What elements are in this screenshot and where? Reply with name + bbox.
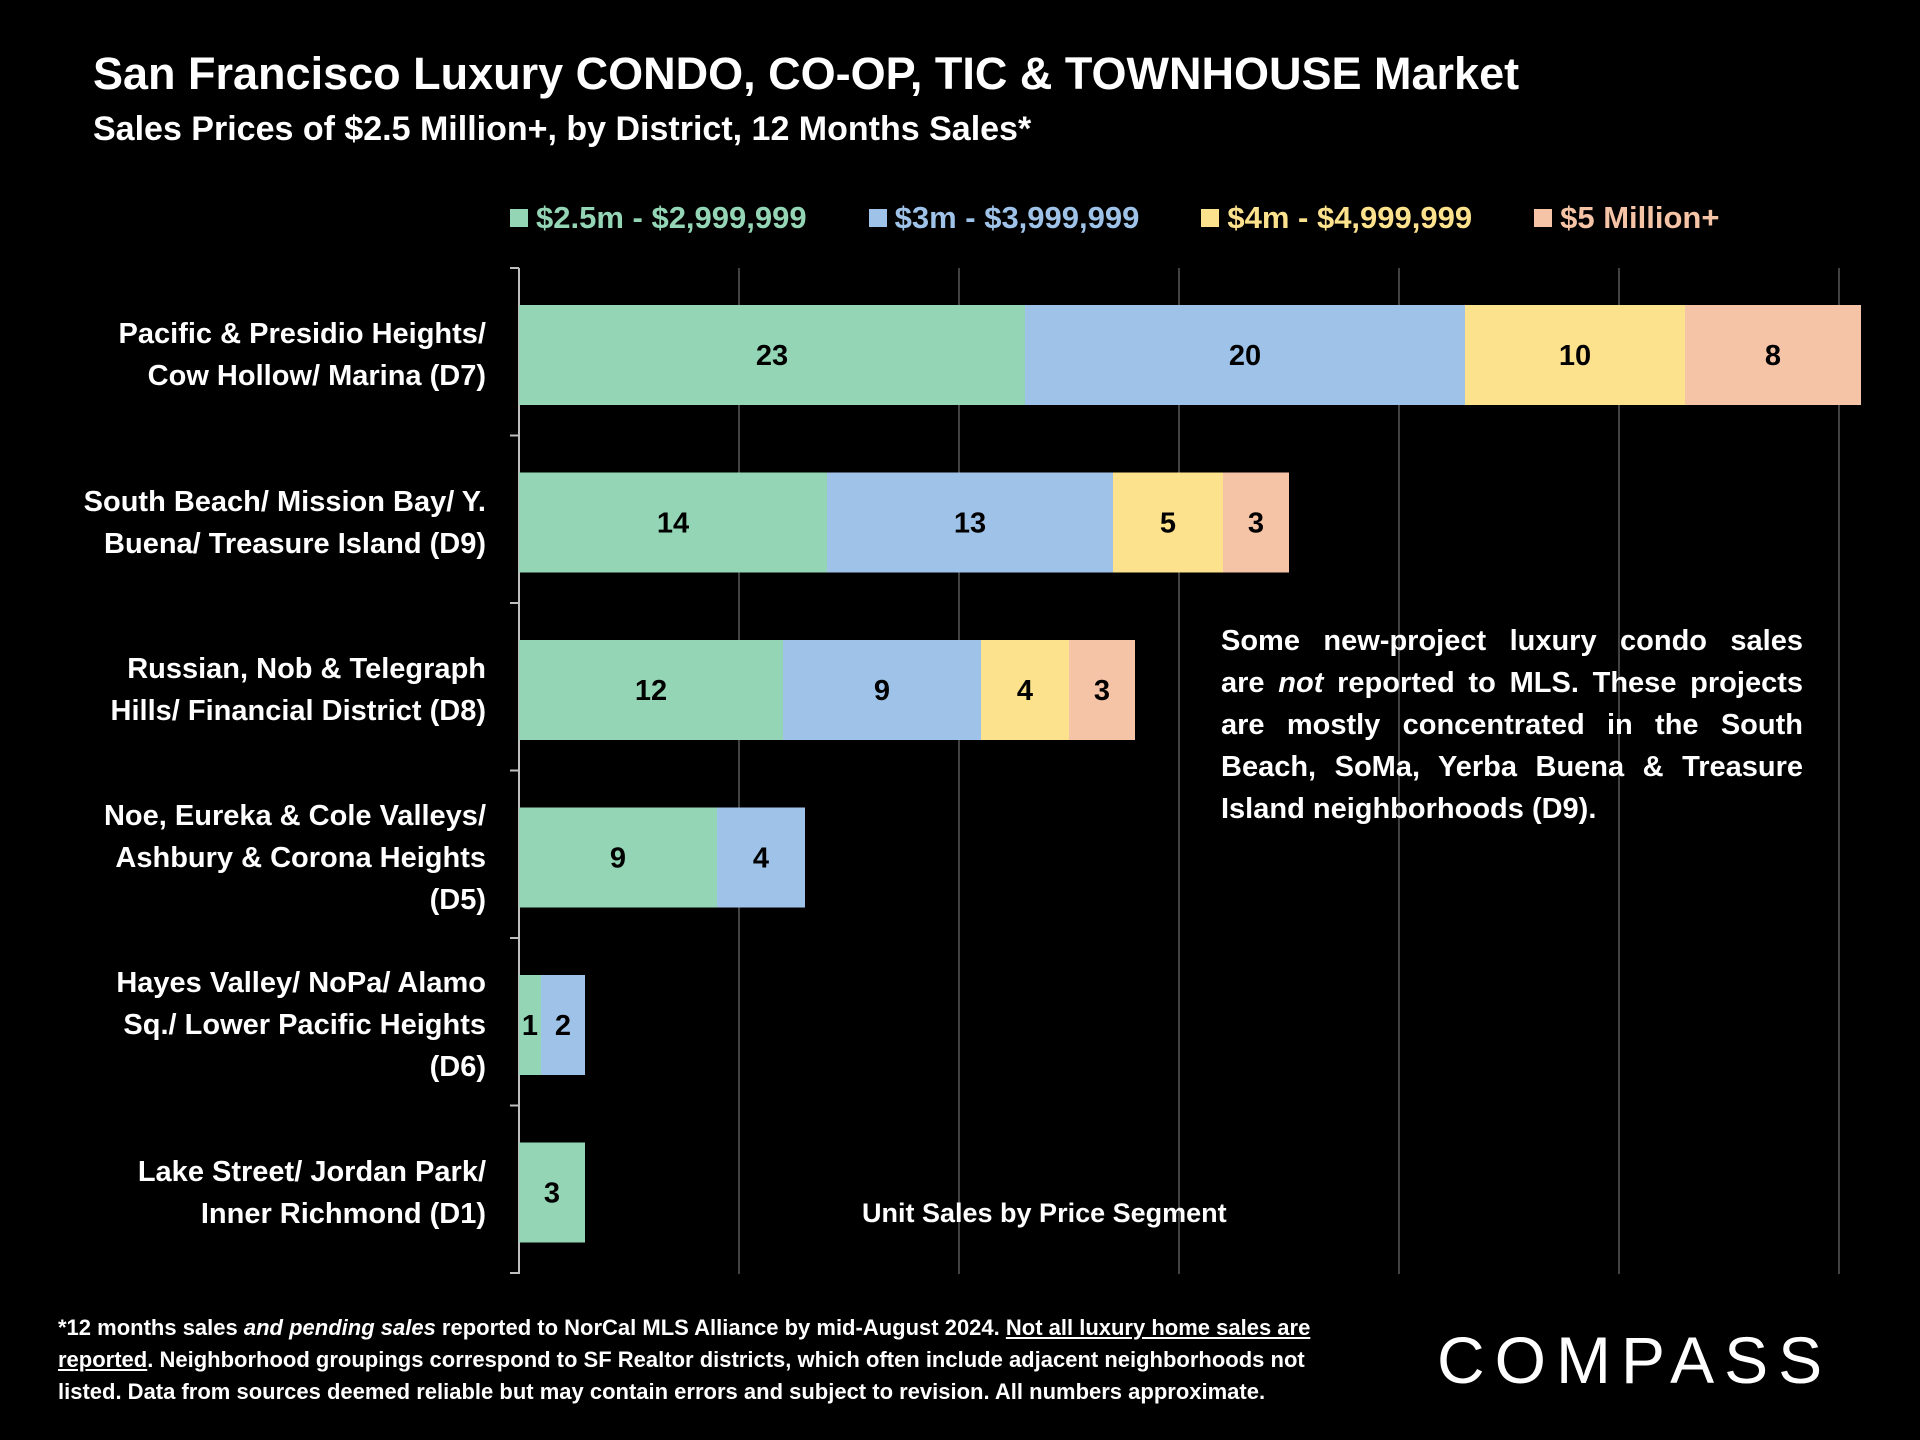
note-line: Beach, SoMa, Yerba Buena & Treasure [1221,751,1803,783]
legend-label: $4m - $4,999,999 [1227,200,1473,235]
legend-label: $2.5m - $2,999,999 [536,200,807,235]
bar-segment [1685,305,1861,405]
legend: $2.5m - $2,999,999 $3m - $3,999,999 $4m - … [510,196,1719,240]
data-label: 9 [610,843,626,875]
data-label: 1 [522,1010,538,1042]
category-label: Noe, Eureka & Cole Valleys/Ashbury & Cor… [16,795,486,921]
category-label-line: Noe, Eureka & Cole Valleys/ [103,799,486,832]
bar-segment [981,640,1069,740]
bar-segment [783,640,981,740]
bar-segment [1465,305,1685,405]
chart-title: San Francisco Luxury CONDO, CO-OP, TIC &… [93,48,1520,99]
bar-segment [541,975,585,1075]
annotation-note: Some new-project luxury condo sales are n… [1221,620,1803,830]
category-label-line: Inner Richmond (D1) [200,1197,486,1230]
category-label-line: Lake Street/ Jordan Park/ [137,1155,486,1188]
legend-item: $2.5m - $2,999,999 [510,200,807,236]
footnote-line: reported. Neighborhood groupings corresp… [58,1347,1305,1372]
bar-segment [1069,640,1135,740]
legend-swatch [510,209,528,227]
note-line: Island neighborhoods (D9). [1221,793,1597,825]
bar-segment [519,305,1025,405]
category-label-line: Sq./ Lower Pacific Heights [123,1009,486,1041]
note-line: are mostly concentrated in the South [1221,709,1803,741]
data-label: 13 [954,508,986,540]
bar-segment [519,472,827,573]
category-label-line: Russian, Nob & Telegraph [127,653,486,685]
category-label-line: Cow Hollow/ Marina (D7) [147,360,486,392]
legend-label: $3m - $3,999,999 [894,200,1140,235]
footnote: *12 months sales and pending sales repor… [58,1312,1402,1408]
category-label-line: Hayes Valley/ NoPa/ Alamo [116,967,486,999]
category-label-line: (D6) [429,1051,486,1083]
data-label: 20 [1229,340,1261,372]
data-label: 4 [1017,675,1033,707]
data-label: 4 [753,843,769,875]
category-label: Russian, Nob & Telegraph Hills/ Financial… [16,648,486,732]
bar-segment [519,1142,585,1243]
bar-segment [1113,472,1223,573]
data-label: 14 [657,508,689,540]
bar-segment [519,640,783,740]
data-label: 8 [1765,340,1781,372]
category-label-line: Ashbury & Corona Heights [115,841,486,874]
x-axis-label: Unit Sales by Price Segment [862,1198,1227,1228]
bar-segment [717,807,805,908]
bar-segment [827,472,1113,573]
category-label: Hayes Valley/ NoPa/ Alamo Sq./ Lower Paci… [16,962,486,1088]
category-label-line: Pacific & Presidio Heights/ [118,318,486,350]
category-label-line: Buena/ Treasure Island (D9) [104,527,486,560]
data-label: 5 [1160,508,1176,540]
legend-swatch [868,209,887,227]
data-label: 3 [1248,508,1264,540]
data-label: 12 [635,675,667,707]
bar-segment [519,807,717,908]
data-label: 23 [756,340,788,372]
footnote-line: listed. Data from sources deemed reliabl… [58,1379,1266,1404]
category-label-line: South Beach/ Mission Bay/ Y. [83,485,486,518]
chart-subtitle: Sales Prices of $2.5 Million+, by Distri… [93,110,1032,148]
category-label-line: Hills/ Financial District (D8) [110,695,486,727]
legend-item: $5 Million+ [1534,200,1719,236]
category-label: Pacific & Presidio Heights/Cow Hollow/ M… [16,313,486,397]
data-label: 2 [555,1010,571,1042]
legend-item: $3m - $3,999,999 [868,200,1140,236]
data-label: 10 [1559,340,1591,372]
bar-segment [1223,472,1289,573]
bar-segment [1025,305,1465,405]
legend-swatch [1534,209,1553,227]
legend-label: $5 Million+ [1560,200,1720,235]
bar-segment [519,975,541,1075]
footnote-line: *12 months sales and pending sales repor… [58,1315,1311,1340]
legend-swatch [1201,209,1220,227]
data-label: 9 [874,675,890,707]
legend-item: $4m - $4,999,999 [1201,200,1472,236]
category-label: Lake Street/ Jordan Park/Inner Richmond … [16,1151,486,1235]
note-line: Some new-project luxury condo sales [1221,625,1803,657]
note-line: are not reported to MLS. These projects [1221,667,1804,699]
data-label: 3 [1094,675,1110,707]
category-label: South Beach/ Mission Bay/ Y. Buena/ Treas… [16,481,486,565]
category-label-line: (D5) [429,883,486,916]
compass-logo: COMPASS [1437,1323,1833,1397]
data-label: 3 [544,1178,560,1210]
